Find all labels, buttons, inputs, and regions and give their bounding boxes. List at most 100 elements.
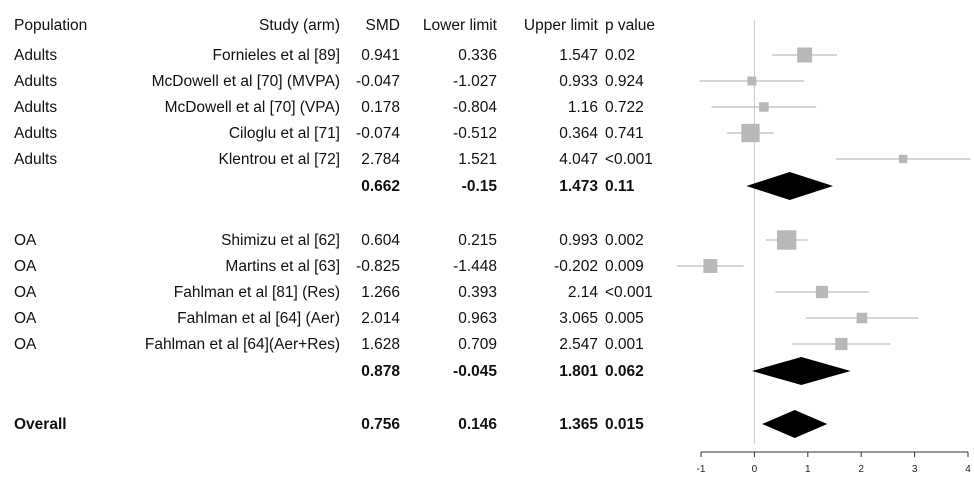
p-value: 0.722 (605, 99, 644, 116)
x-tick-label: -1 (697, 464, 706, 475)
header-row: Population Study (arm) SMD Lower limit U… (14, 17, 655, 34)
population-label: OA (14, 336, 37, 353)
x-tick-label: 1 (805, 464, 811, 475)
header-lower-limit: Lower limit (423, 17, 498, 34)
overall-p-value: 0.015 (605, 416, 644, 433)
p-value: <0.001 (605, 284, 653, 301)
study-label: Fahlman et al [64] (Aer) (177, 310, 340, 327)
upper-limit-value: -0.202 (554, 258, 598, 275)
population-label: OA (14, 232, 37, 249)
upper-limit-value: 3.065 (559, 310, 598, 327)
upper-limit-value: 4.047 (559, 151, 598, 168)
smd-value: -0.074 (356, 125, 400, 142)
study-marker (797, 47, 813, 63)
study-marker (898, 154, 908, 164)
lower-limit-value: -1.027 (453, 73, 497, 90)
summary-upper-limit: 1.801 (559, 363, 598, 380)
summary-lower-limit: -0.045 (453, 363, 497, 380)
plot-area: -1 0 1 2 3 4 (677, 20, 971, 475)
smd-value: 1.266 (361, 284, 400, 301)
lower-limit-value: 0.393 (458, 284, 497, 301)
smd-value: 0.178 (361, 99, 400, 116)
study-label: Fahlman et al [64](Aer+Res) (145, 336, 340, 353)
population-label: OA (14, 258, 37, 275)
lower-limit-value: 0.336 (458, 47, 497, 64)
p-value: 0.002 (605, 232, 644, 249)
upper-limit-value: 2.547 (559, 336, 598, 353)
smd-value: 2.784 (361, 151, 400, 168)
header-smd: SMD (366, 17, 400, 34)
study-marker (856, 312, 868, 324)
x-tick-label: 0 (752, 464, 758, 475)
overall-label: Overall (14, 416, 67, 433)
study-marker (741, 123, 760, 143)
p-value: 0.924 (605, 73, 644, 90)
summary-smd-value: 0.878 (361, 363, 400, 380)
upper-limit-value: 1.547 (559, 47, 598, 64)
study-label: McDowell et al [70] (VPA) (165, 99, 340, 116)
study-label: Shimizu et al [62] (221, 232, 340, 249)
p-value: 0.001 (605, 336, 644, 353)
study-label: Ciloglu et al [71] (229, 125, 340, 142)
lower-limit-value: 0.963 (458, 310, 497, 327)
lower-limit-value: 0.709 (458, 336, 497, 353)
population-label: Adults (14, 47, 57, 64)
population-label: OA (14, 284, 37, 301)
summary-p-value: 0.11 (605, 178, 635, 195)
summary-smd-value: 0.662 (361, 178, 400, 195)
population-label: Adults (14, 99, 57, 116)
x-tick-label: 2 (858, 464, 864, 475)
upper-limit-value: 0.364 (559, 125, 598, 142)
header-p-value: p value (605, 17, 655, 34)
upper-limit-value: 1.16 (568, 99, 598, 116)
study-marker (747, 76, 757, 86)
summary-lower-limit: -0.15 (462, 178, 498, 195)
overall-diamond (762, 410, 828, 438)
population-label: Adults (14, 151, 57, 168)
p-value: 0.005 (605, 310, 644, 327)
table-rows: Adults Fornieles et al [89] 0.941 0.336 1.54… (14, 47, 653, 433)
study-label: Fahlman et al [81] (Res) (174, 284, 340, 301)
smd-value: 0.941 (361, 47, 400, 64)
lower-limit-value: 0.215 (458, 232, 497, 249)
study-label: Fornieles et al [89] (212, 47, 340, 64)
summary-diamond (746, 172, 834, 200)
smd-value: 2.014 (361, 310, 400, 327)
population-label: Adults (14, 73, 57, 90)
summary-upper-limit: 1.473 (559, 178, 598, 195)
p-value: 0.02 (605, 47, 635, 64)
overall-lower-limit: 0.146 (458, 416, 497, 433)
lower-limit-value: -0.804 (453, 99, 497, 116)
smd-value: -0.825 (356, 258, 400, 275)
overall-smd-value: 0.756 (361, 416, 400, 433)
smd-value: -0.047 (356, 73, 400, 90)
study-marker (703, 259, 718, 273)
overall-upper-limit: 1.365 (559, 416, 598, 433)
header-upper-limit: Upper limit (524, 17, 599, 34)
study-label: McDowell et al [70] (MVPA) (152, 73, 340, 90)
p-value: 0.741 (605, 125, 644, 142)
study-marker (835, 337, 848, 351)
summary-diamond (751, 357, 851, 385)
smd-value: 1.628 (361, 336, 400, 353)
lower-limit-value: -0.512 (453, 125, 497, 142)
upper-limit-value: 0.993 (559, 232, 598, 249)
p-value: <0.001 (605, 151, 653, 168)
p-value: 0.009 (605, 258, 644, 275)
header-study: Study (arm) (259, 17, 340, 34)
upper-limit-value: 2.14 (568, 284, 599, 301)
population-label: Adults (14, 125, 57, 142)
study-marker (776, 230, 797, 250)
x-tick-label: 4 (965, 464, 971, 475)
study-marker (815, 285, 829, 299)
study-marker (759, 102, 769, 112)
x-tick-label: 3 (912, 464, 918, 475)
lower-limit-value: -1.448 (453, 258, 497, 275)
study-label: Martins et al [63] (225, 258, 340, 275)
population-label: OA (14, 310, 37, 327)
smd-value: 0.604 (361, 232, 400, 249)
lower-limit-value: 1.521 (458, 151, 497, 168)
upper-limit-value: 0.933 (559, 73, 598, 90)
study-label: Klentrou et al [72] (219, 151, 341, 168)
